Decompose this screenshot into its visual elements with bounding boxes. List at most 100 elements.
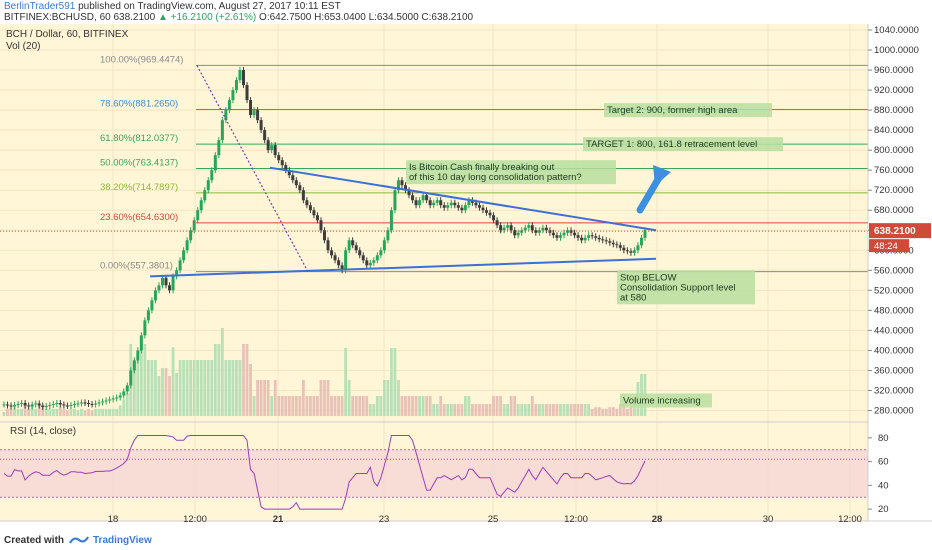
- candle-body: [460, 207, 464, 211]
- time-tick-label: 21: [273, 514, 284, 525]
- candle-body: [192, 220, 196, 231]
- volume-bar: [69, 408, 73, 416]
- candle-body: [361, 255, 365, 261]
- candle-body: [488, 212, 492, 216]
- volume-bar: [220, 328, 224, 416]
- volume-bar: [587, 404, 591, 416]
- candle-body: [611, 242, 615, 245]
- volume-bar: [139, 344, 143, 416]
- volume-bar: [309, 396, 312, 416]
- candle-body: [625, 250, 629, 252]
- chart[interactable]: 100.00%(969.4474) 78.60%(881.2650) 61.80%(…: [0, 24, 932, 530]
- fib-level-label: 23.60%(654.6300): [100, 212, 178, 223]
- volume-bar: [625, 408, 629, 416]
- volume-bar: [573, 404, 576, 416]
- volume-bar: [136, 360, 140, 416]
- candle-body: [354, 245, 358, 251]
- volume-bar: [372, 404, 376, 416]
- price-tick-label: 880.0000: [874, 105, 914, 116]
- candle-body: [502, 227, 506, 231]
- volume-bar: [492, 396, 495, 416]
- time-tick-label: 30: [763, 514, 774, 525]
- candle-body: [171, 276, 175, 291]
- candle-body: [337, 260, 341, 266]
- candle-body: [632, 250, 636, 253]
- volume-bar: [435, 404, 439, 416]
- volume-bar: [590, 408, 594, 416]
- volume-bar: [30, 405, 34, 416]
- volume-bar: [16, 408, 20, 416]
- annotation-text: Is Bitcoin Cash finally breaking out: [409, 162, 555, 173]
- candle-body: [72, 403, 76, 405]
- tradingview-link[interactable]: TradingView: [93, 535, 152, 546]
- candle-body: [386, 230, 390, 241]
- author-link[interactable]: BerlinTrader591: [4, 1, 76, 12]
- volume-bar: [196, 360, 200, 416]
- price-tick-label: 280.0000: [874, 405, 914, 416]
- candle-body: [372, 260, 376, 263]
- volume-bar: [460, 404, 464, 416]
- volume-bar: [62, 408, 66, 416]
- candle-body: [9, 405, 13, 407]
- candle-body: [111, 398, 115, 400]
- candle-body: [330, 250, 334, 256]
- candle-body: [643, 230, 647, 238]
- candle-body: [544, 227, 548, 231]
- candle-body: [249, 100, 253, 116]
- candle-body: [168, 285, 172, 291]
- candle-body: [122, 391, 126, 396]
- volume-bar: [534, 404, 538, 416]
- candle-body: [280, 160, 284, 166]
- candle-body: [210, 170, 214, 181]
- volume-bar: [37, 405, 41, 416]
- volume-bar: [520, 404, 524, 416]
- volume-bar: [235, 360, 238, 416]
- volume-bar: [259, 380, 263, 416]
- candle-body: [157, 285, 161, 291]
- volume-bar: [400, 396, 404, 416]
- volume-bar: [192, 360, 196, 416]
- fib-level-label: 50.00%(763.4137): [100, 157, 178, 168]
- candle-body: [143, 320, 147, 336]
- candle-body: [506, 225, 510, 228]
- candle-body: [266, 140, 270, 151]
- footer: Created with TradingView: [0, 530, 932, 550]
- candle-body: [513, 230, 517, 236]
- candle-body: [284, 165, 288, 171]
- volume-bar: [513, 396, 517, 416]
- resistance-trendline: [269, 166, 657, 232]
- candle-body: [534, 230, 538, 233]
- price-tick-label: 760.0000: [874, 165, 914, 176]
- volume-bar: [298, 396, 302, 416]
- price-tick-label: 1040.0000: [874, 25, 919, 36]
- volume-bar: [544, 404, 548, 416]
- candle-body: [587, 235, 591, 238]
- candle-body: [37, 403, 41, 406]
- candle-body: [323, 230, 326, 241]
- volume-bar: [97, 408, 101, 416]
- volume-bar: [474, 404, 478, 416]
- time-tick-label: 23: [379, 514, 390, 525]
- candle-body: [224, 110, 228, 121]
- volume-bar: [319, 380, 323, 416]
- candle-body: [263, 130, 267, 141]
- candle-body: [439, 200, 443, 206]
- candle-body: [382, 240, 386, 251]
- candle-body: [118, 395, 122, 398]
- volume-bar: [182, 360, 186, 416]
- volume-bar: [569, 404, 573, 416]
- candle-body: [16, 403, 20, 405]
- candle-body: [551, 232, 555, 236]
- annotation-text: Volume increasing: [623, 395, 701, 406]
- volume-bar: [287, 396, 291, 416]
- candle-body: [340, 265, 344, 271]
- countdown-text: 48:24: [874, 241, 898, 252]
- volume-bar: [530, 396, 534, 416]
- volume-bar: [20, 408, 24, 416]
- volume-bar: [101, 408, 105, 416]
- candle-body: [400, 180, 404, 186]
- candle-body: [629, 251, 633, 253]
- candle-body: [520, 230, 524, 233]
- volume-bar: [273, 380, 277, 416]
- annotation-box: [617, 270, 755, 305]
